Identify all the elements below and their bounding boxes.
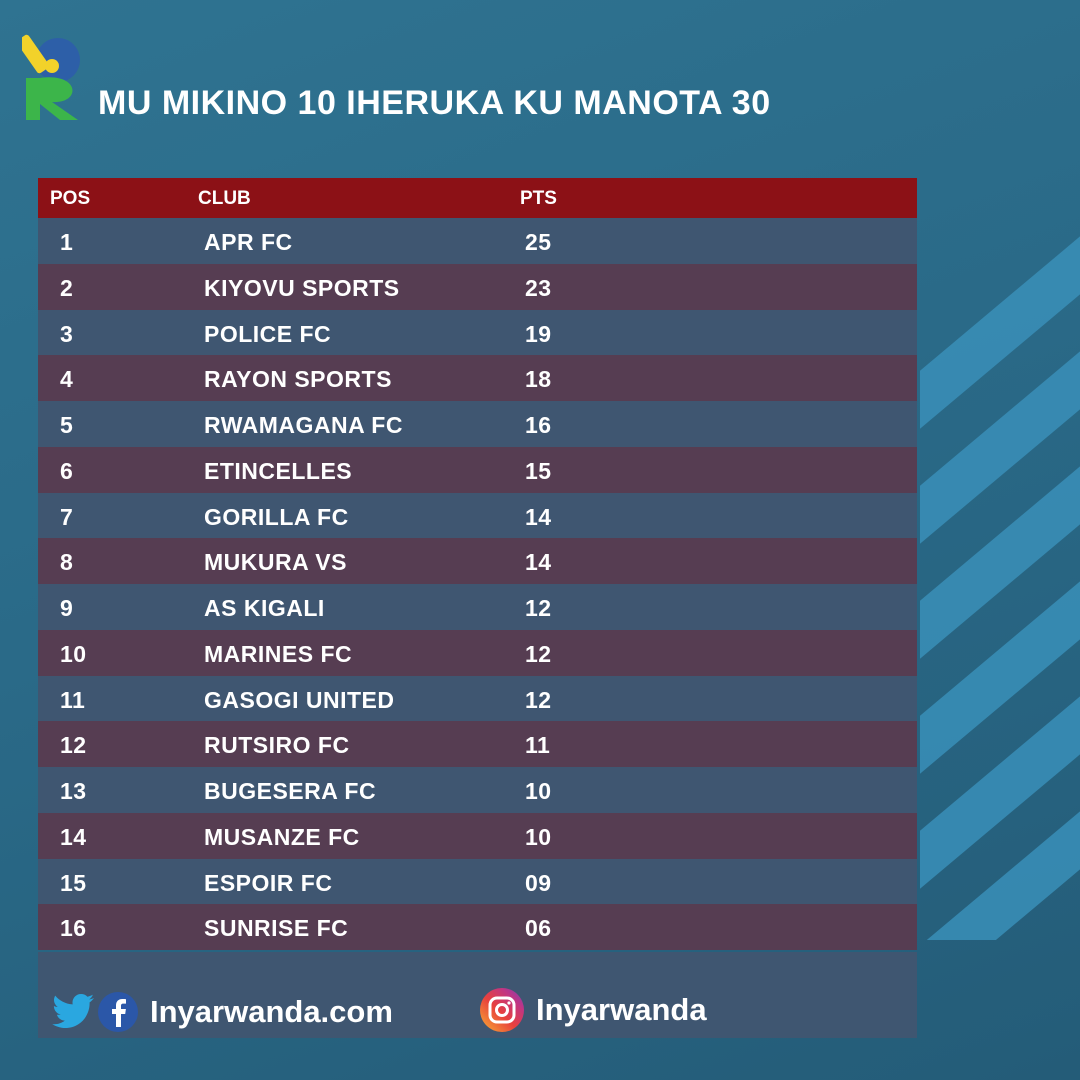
row-pos: 3 [60,320,74,347]
row-pts: 10 [525,778,552,804]
row-pos: 2 [60,274,74,301]
row-pts: 15 [525,457,552,484]
table-row: 13 BUGESERA FC 10 [38,767,917,813]
row-pts: 12 [525,686,552,713]
row-pts: 10 [525,823,552,850]
table-row: 12 RUTSIRO FC 11 [38,721,917,767]
web-social[interactable]: Inyarwanda.com [52,992,393,1032]
row-pos: 16 [60,915,87,942]
instagram-label: Inyarwanda [536,992,707,1027]
table-row: 15 ESPOIR FC 09 [38,858,917,905]
row-pos: 10 [60,640,87,667]
row-pts: 19 [525,320,552,347]
row-club: APR FC [204,229,293,255]
table-row: 16 SUNRISE FC 06 [38,904,917,950]
row-club: BUGESERA FC [204,778,377,804]
row-pos: 8 [60,549,74,576]
row-pts: 09 [525,869,552,896]
table-row: 10 MARINES FC 12 [38,629,917,676]
row-pos: 6 [60,457,74,484]
row-pos: 1 [60,229,74,255]
row-pos: 11 [60,686,86,713]
row-pts: 14 [525,503,552,530]
table-row: 3 POLICE FC 19 [38,309,917,356]
row-club: RUTSIRO FC [204,732,350,759]
table-row: 9 AS KIGALI 12 [38,584,917,630]
row-club: GASOGI UNITED [204,686,395,713]
row-club: SUNRISE FC [204,915,349,942]
table-row: 1 APR FC 25 [38,218,917,264]
row-club: RAYON SPORTS [204,366,392,393]
instagram-icon[interactable] [480,988,524,1032]
table-row: 7 GORILLA FC 14 [38,492,917,539]
row-club: RWAMAGANA FC [204,412,403,438]
row-club: ESPOIR FC [204,869,333,896]
decorative-stripes [920,180,1080,940]
row-club: GORILLA FC [204,503,349,530]
row-club: POLICE FC [204,320,332,347]
website-label: Inyarwanda.com [150,994,393,1029]
header-pts: PTS [520,188,557,209]
row-club: MUSANZE FC [204,823,360,850]
row-pts: 25 [525,229,552,255]
table-row: 6 ETINCELLES 15 [38,446,917,493]
row-pos: 5 [60,412,74,438]
row-pts: 16 [525,412,552,438]
table-row: 11 GASOGI UNITED 12 [38,675,917,722]
footer-bar [38,952,917,1038]
table-row: 8 MUKURA VS 14 [38,538,917,584]
row-pos: 4 [60,366,74,393]
row-pos: 13 [60,778,87,804]
row-pos: 12 [60,732,87,759]
header-pos: POS [50,188,91,209]
row-pts: 14 [525,549,552,576]
twitter-icon[interactable] [52,992,96,1032]
row-pos: 14 [60,823,87,850]
row-pts: 12 [525,595,552,621]
row-pts: 12 [525,640,552,667]
inyarwanda-logo [22,34,80,120]
table-body: 1 APR FC 25 2 KIYOVU SPORTS 23 3 POLICE FC 19 4 RA… [38,218,917,950]
row-pts: 18 [525,366,552,393]
row-pts: 06 [525,915,552,942]
row-club: ETINCELLES [204,457,353,484]
table-row: 5 RWAMAGANA FC 16 [38,401,917,447]
instagram-social[interactable]: Inyarwanda [480,988,707,1032]
row-club: AS KIGALI [204,595,325,621]
table-row: 4 RAYON SPORTS 18 [38,355,917,401]
row-pts: 23 [525,274,552,301]
row-pts: 11 [525,732,551,759]
row-pos: 9 [60,595,74,621]
row-pos: 7 [60,503,74,530]
table-header: POS CLUB PTS [38,178,917,218]
table-row: 2 KIYOVU SPORTS 23 [38,263,917,310]
header-club: CLUB [198,188,251,209]
row-club: MUKURA VS [204,549,347,576]
row-club: MARINES FC [204,640,353,667]
page-title: MU MIKINO 10 IHERUKA KU MANOTA 30 [98,84,771,122]
facebook-icon[interactable] [98,992,138,1032]
table-row: 14 MUSANZE FC 10 [38,812,917,859]
standings-table: POS CLUB PTS 1 APR FC 25 2 KIYOVU SPORTS 23 3 P… [38,178,917,950]
row-club: KIYOVU SPORTS [204,274,400,301]
row-pos: 15 [60,869,87,896]
